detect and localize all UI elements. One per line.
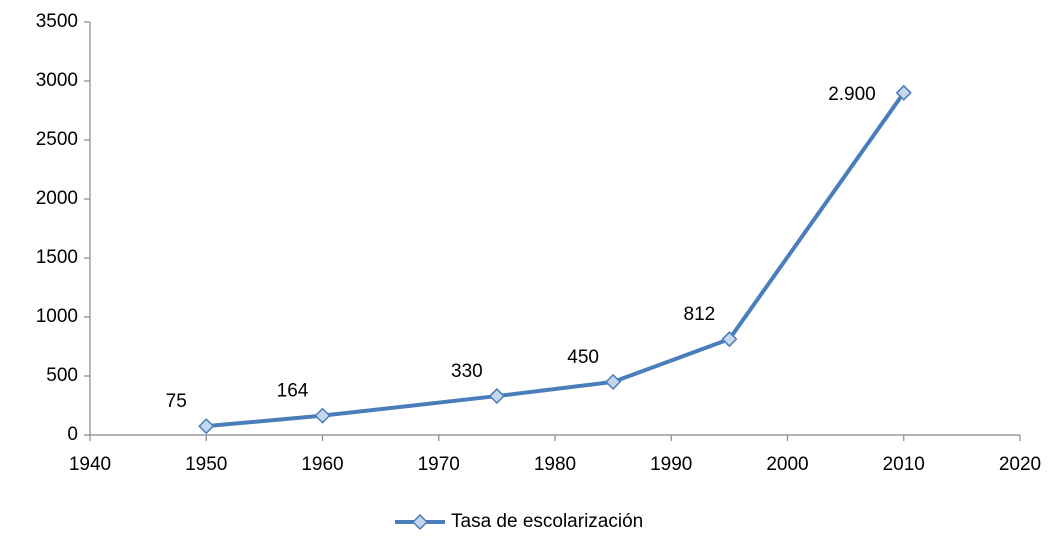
marker	[314, 407, 331, 424]
y-tick-label: 1500	[36, 247, 78, 268]
x-tick-label: 1960	[301, 454, 343, 475]
y-tick-label: 3000	[36, 70, 78, 91]
x-tick-label: 1950	[185, 454, 227, 475]
marker	[895, 84, 912, 101]
x-tick-label: 1980	[534, 454, 576, 475]
y-tick-label: 0	[67, 424, 78, 445]
marker	[198, 418, 215, 435]
x-tick-label: 2020	[999, 454, 1041, 475]
data-label: 450	[567, 347, 599, 368]
y-tick-label: 2500	[36, 129, 78, 150]
line	[206, 91, 906, 429]
data-label: 75	[166, 391, 187, 412]
data-label: 2.900	[828, 84, 876, 105]
y-tick-label: 500	[46, 365, 78, 386]
legend-label: Tasa de escolarización	[451, 511, 643, 532]
data-label: 812	[684, 304, 716, 325]
x-tick-label: 1970	[418, 454, 460, 475]
marker	[605, 373, 622, 390]
marker	[721, 331, 738, 348]
data-label: 330	[451, 361, 483, 382]
y-tick-label: 1000	[36, 306, 78, 327]
x-tick-label: 2000	[766, 454, 808, 475]
y-tick-label: 3500	[36, 11, 78, 32]
x-tick-label: 1990	[650, 454, 692, 475]
x-tick-label: 1940	[69, 454, 111, 475]
x-tick-label: 2010	[883, 454, 925, 475]
data-label: 164	[277, 381, 309, 402]
y-tick-label: 2000	[36, 188, 78, 209]
legend-marker	[411, 513, 429, 531]
marker	[488, 387, 505, 405]
